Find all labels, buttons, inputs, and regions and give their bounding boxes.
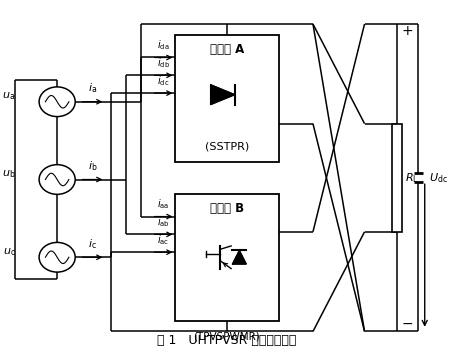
Bar <box>175 34 279 162</box>
Text: (SSTPR): (SSTPR) <box>205 141 249 151</box>
Text: $i_\mathrm{dc}$: $i_\mathrm{dc}$ <box>157 74 169 88</box>
Text: $i_\mathrm{b}$: $i_\mathrm{b}$ <box>87 159 97 173</box>
Text: $u_\mathrm{a}$: $u_\mathrm{a}$ <box>2 90 15 102</box>
Text: 图 1   UHTPVSR 拓扑结构框图: 图 1 UHTPVSR 拓扑结构框图 <box>157 334 297 348</box>
Text: $i_\mathrm{ab}$: $i_\mathrm{ab}$ <box>157 215 170 229</box>
Text: $i_\mathrm{db}$: $i_\mathrm{db}$ <box>157 56 170 70</box>
Text: (TPVSPWMR): (TPVSPWMR) <box>193 331 260 341</box>
Bar <box>392 123 401 232</box>
Text: $+$: $+$ <box>401 24 414 38</box>
Text: $i_\mathrm{c}$: $i_\mathrm{c}$ <box>88 237 97 251</box>
Text: $i_\mathrm{aa}$: $i_\mathrm{aa}$ <box>157 197 169 211</box>
Text: $u_\mathrm{b}$: $u_\mathrm{b}$ <box>2 168 16 180</box>
Text: $U_\mathrm{dc}$: $U_\mathrm{dc}$ <box>429 171 448 185</box>
Text: $R_\mathrm{L}$: $R_\mathrm{L}$ <box>405 171 419 185</box>
Bar <box>175 194 279 321</box>
Text: $i_\mathrm{a}$: $i_\mathrm{a}$ <box>88 81 97 95</box>
Text: $i_\mathrm{da}$: $i_\mathrm{da}$ <box>157 38 169 52</box>
Polygon shape <box>232 251 246 264</box>
Text: 整流器 B: 整流器 B <box>210 202 244 215</box>
Text: $i_\mathrm{ac}$: $i_\mathrm{ac}$ <box>157 233 169 247</box>
Text: 整流器 A: 整流器 A <box>210 43 244 56</box>
Polygon shape <box>211 85 235 104</box>
Text: $-$: $-$ <box>401 316 414 330</box>
Text: $u_\mathrm{c}$: $u_\mathrm{c}$ <box>3 246 15 258</box>
